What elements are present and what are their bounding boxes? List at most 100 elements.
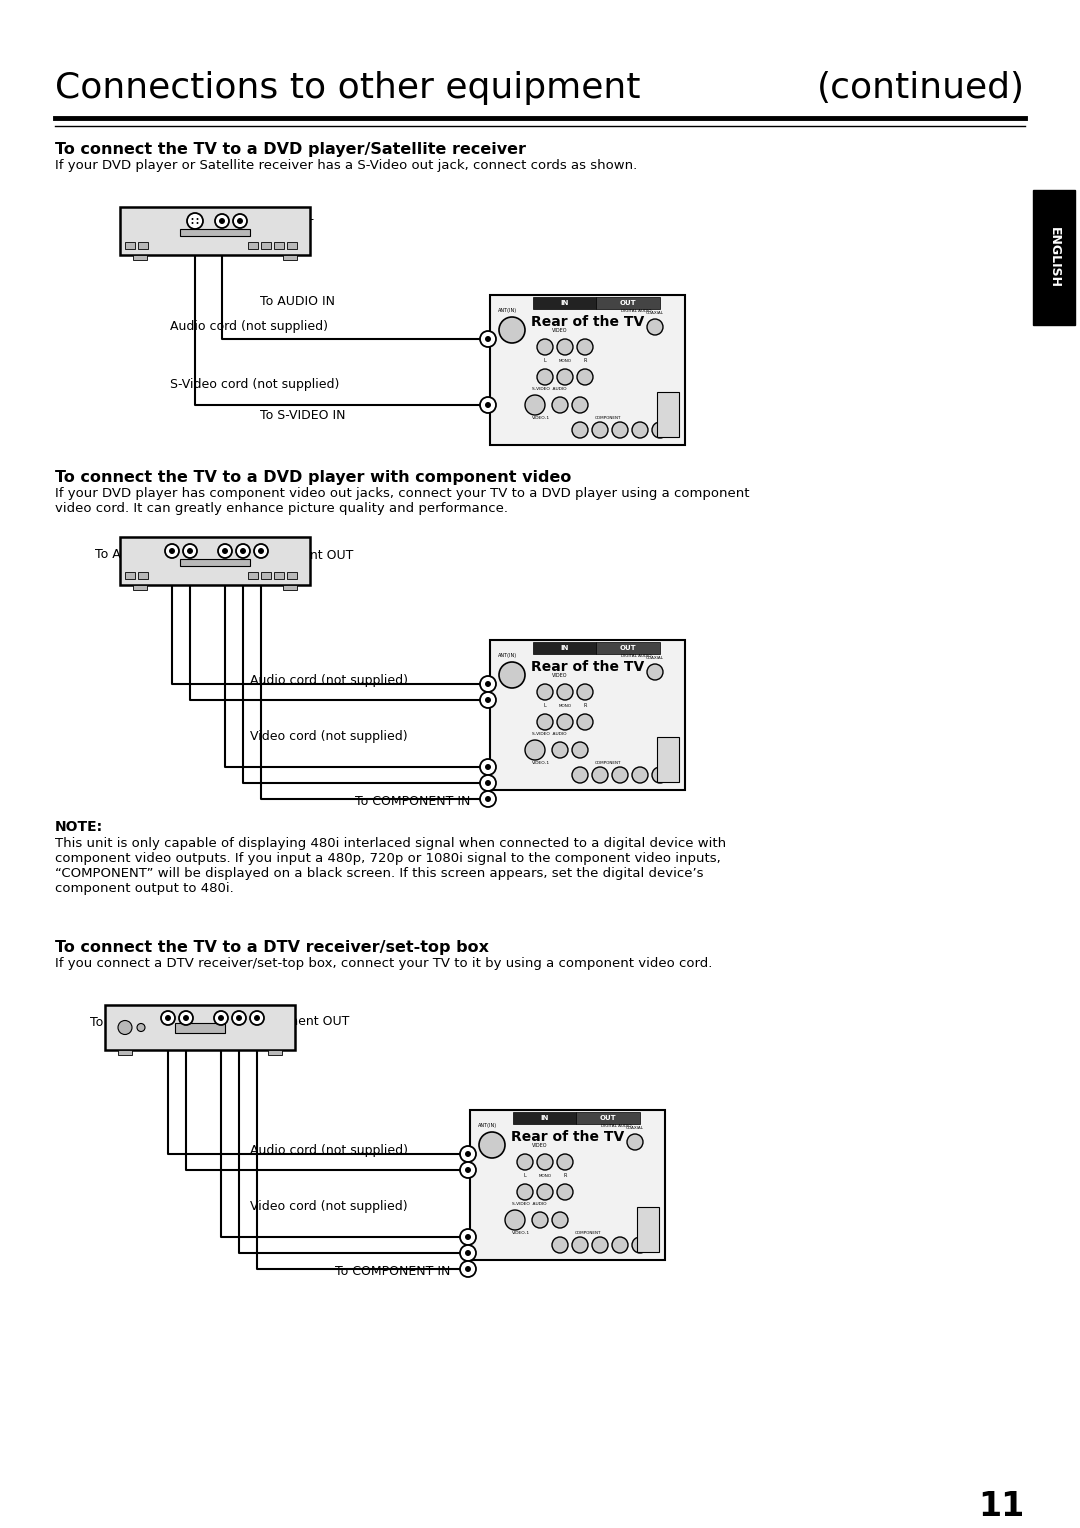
Text: MONO: MONO <box>558 359 571 364</box>
Circle shape <box>232 1012 246 1025</box>
Text: ANT(IN): ANT(IN) <box>478 1123 497 1128</box>
Circle shape <box>480 1132 505 1158</box>
Circle shape <box>647 319 663 335</box>
Circle shape <box>572 397 588 413</box>
Circle shape <box>480 759 496 775</box>
Text: DIGITAL AUDIO: DIGITAL AUDIO <box>621 654 651 659</box>
Circle shape <box>465 1151 471 1157</box>
Circle shape <box>592 422 608 439</box>
Circle shape <box>249 1012 264 1025</box>
Circle shape <box>552 397 568 413</box>
Text: OUT: OUT <box>620 299 636 306</box>
Circle shape <box>572 422 588 439</box>
Bar <box>105 1005 295 1050</box>
Circle shape <box>191 222 193 225</box>
Bar <box>248 241 258 249</box>
Circle shape <box>218 1015 224 1021</box>
Circle shape <box>517 1154 534 1170</box>
Bar <box>274 241 284 249</box>
Circle shape <box>627 1134 643 1151</box>
Bar <box>283 255 297 260</box>
Text: OUT: OUT <box>620 645 636 651</box>
Text: If your DVD player or Satellite receiver has a S-Video out jack, connect cords a: If your DVD player or Satellite receiver… <box>55 159 637 173</box>
Text: Pᵣ: Pᵣ <box>256 565 265 575</box>
Circle shape <box>532 1212 548 1229</box>
Text: Video cord (not supplied): Video cord (not supplied) <box>249 730 407 743</box>
Circle shape <box>237 219 243 225</box>
Text: 11: 11 <box>978 1490 1025 1523</box>
Circle shape <box>612 767 627 782</box>
Circle shape <box>577 714 593 730</box>
Bar <box>125 241 135 249</box>
Text: Rear of the TV: Rear of the TV <box>531 315 645 329</box>
Circle shape <box>168 549 175 555</box>
Bar <box>283 585 297 590</box>
Bar <box>175 1022 225 1033</box>
Circle shape <box>485 681 491 688</box>
Bar <box>490 640 685 790</box>
Text: S-Video cord (not supplied): S-Video cord (not supplied) <box>170 377 339 391</box>
Circle shape <box>465 1235 471 1241</box>
Bar <box>490 295 685 445</box>
Text: COMPONENT: COMPONENT <box>595 761 621 766</box>
Circle shape <box>179 1012 193 1025</box>
Circle shape <box>485 764 491 770</box>
Circle shape <box>218 544 232 558</box>
Bar <box>120 206 310 255</box>
Text: DIGITAL AUDIO: DIGITAL AUDIO <box>600 1125 632 1128</box>
Circle shape <box>460 1245 476 1261</box>
Circle shape <box>517 1184 534 1199</box>
Bar <box>596 642 660 654</box>
Circle shape <box>647 665 663 680</box>
Circle shape <box>557 368 573 385</box>
Bar <box>133 585 147 590</box>
Bar <box>274 571 284 579</box>
Circle shape <box>237 544 249 558</box>
Text: S-VIDEO  AUDIO: S-VIDEO AUDIO <box>532 732 567 736</box>
Text: Pᵇ: Pᵇ <box>233 1031 243 1042</box>
Circle shape <box>460 1161 476 1178</box>
Bar <box>133 255 147 260</box>
Text: To COMPONENT IN: To COMPONENT IN <box>355 795 471 808</box>
Circle shape <box>537 339 553 354</box>
Circle shape <box>552 1238 568 1253</box>
Bar <box>125 571 135 579</box>
Bar <box>138 241 148 249</box>
Circle shape <box>652 767 669 782</box>
Circle shape <box>480 675 496 692</box>
Circle shape <box>499 316 525 342</box>
Text: Pᵣ: Pᵣ <box>252 1031 260 1042</box>
Circle shape <box>557 714 573 730</box>
Text: Y: Y <box>215 1031 221 1042</box>
Circle shape <box>652 422 669 439</box>
Circle shape <box>557 685 573 700</box>
Text: To connect the TV to a DTV receiver/set-top box: To connect the TV to a DTV receiver/set-… <box>55 940 489 955</box>
Text: NOTE:: NOTE: <box>55 821 103 834</box>
Text: VIDEO-1: VIDEO-1 <box>512 1232 530 1235</box>
Bar <box>180 559 249 565</box>
Text: To S-VIDEO IN: To S-VIDEO IN <box>260 410 346 422</box>
Circle shape <box>537 368 553 385</box>
Bar <box>657 736 679 782</box>
Text: ENGLISH: ENGLISH <box>1048 228 1061 287</box>
Bar <box>180 229 249 235</box>
Circle shape <box>465 1267 471 1271</box>
Text: (continued): (continued) <box>816 70 1025 105</box>
Circle shape <box>161 1012 175 1025</box>
Text: R: R <box>583 703 586 707</box>
Circle shape <box>258 549 264 555</box>
Text: ANT(IN): ANT(IN) <box>498 309 517 313</box>
Text: R: R <box>564 1174 567 1178</box>
Circle shape <box>592 767 608 782</box>
Text: To Component OUT: To Component OUT <box>233 549 353 561</box>
Bar <box>470 1109 665 1261</box>
Text: COAXIAL: COAXIAL <box>626 1126 644 1131</box>
Text: To Audio OUT: To Audio OUT <box>90 1016 174 1028</box>
Circle shape <box>219 219 225 225</box>
Circle shape <box>465 1167 471 1174</box>
Circle shape <box>525 396 545 416</box>
Circle shape <box>505 1210 525 1230</box>
Circle shape <box>165 544 179 558</box>
Text: Connections to other equipment: Connections to other equipment <box>55 70 640 105</box>
Bar <box>1032 189 1075 325</box>
